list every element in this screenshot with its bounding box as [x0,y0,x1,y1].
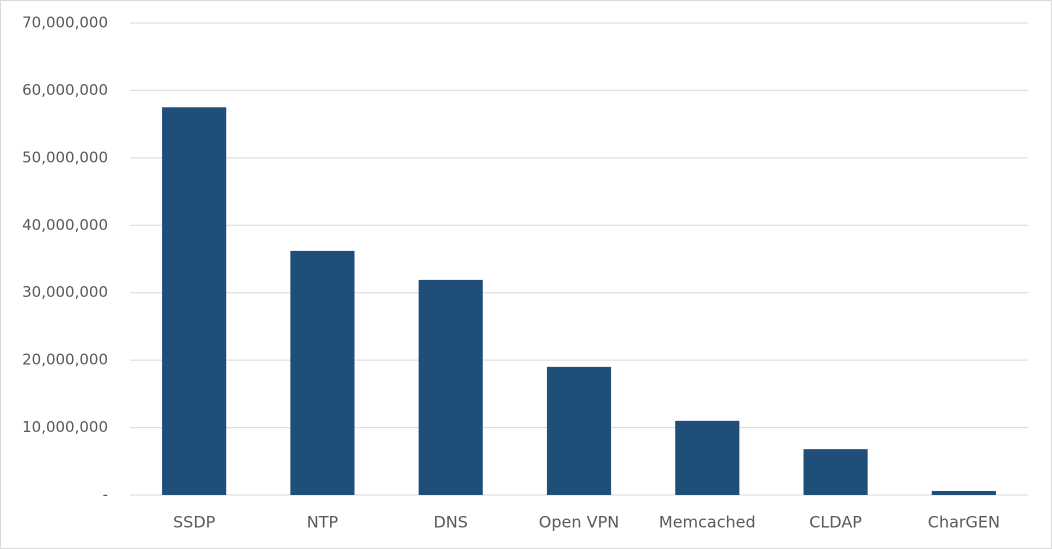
bar [675,420,740,495]
bar [546,366,612,495]
bar [803,449,868,495]
x-tick-label: NTP [307,513,339,532]
x-tick-label: CharGEN [928,513,1000,532]
y-tick-label: - [103,486,108,504]
x-tick-label: Memcached [659,513,756,532]
y-tick-label: 40,000,000 [22,216,108,234]
y-tick-label: 30,000,000 [22,283,108,301]
y-tick-label: 60,000,000 [22,81,108,99]
x-tick-label: Open VPN [539,513,619,532]
y-tick-label: 50,000,000 [22,148,108,166]
x-tick-label: DNS [433,513,467,532]
x-tick-label: SSDP [173,513,216,532]
bar [162,107,227,496]
y-tick-label: 20,000,000 [22,351,108,369]
x-tick-label: CLDAP [809,513,862,532]
y-tick-label: 10,000,000 [22,418,108,436]
bar [931,490,996,495]
y-tick-label: 70,000,000 [22,14,108,32]
bar [290,250,355,495]
bar [418,279,483,495]
